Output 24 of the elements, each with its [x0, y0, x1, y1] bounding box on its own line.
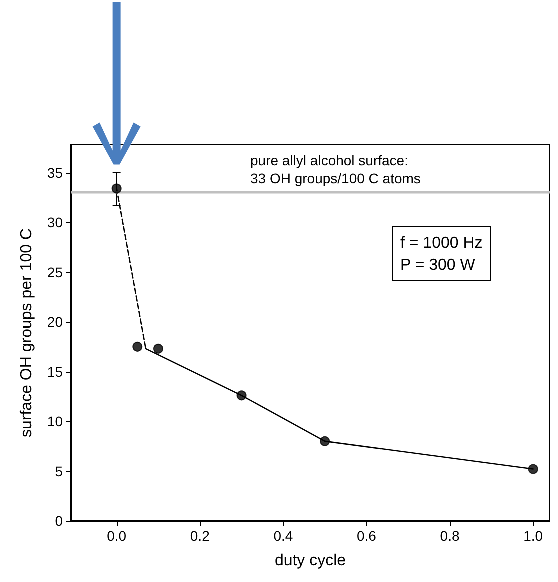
point — [236, 390, 247, 401]
x-tick-label: 0.0 — [107, 528, 127, 544]
x-tick-label: 0.8 — [440, 528, 460, 544]
y-tick-label: 5 — [55, 463, 64, 480]
x-tick-label: 0.4 — [274, 528, 294, 544]
annotation: f = 1000 Hz P = 300 W — [400, 235, 483, 274]
y-tick-label: 20 — [47, 314, 64, 330]
x-tick-label: 1.0 — [524, 528, 544, 544]
y-tick-label: 15 — [47, 364, 64, 380]
y-axis-title: surface OH groups per 100 C — [18, 228, 36, 438]
point — [153, 344, 164, 354]
point — [528, 464, 538, 474]
ref-line-label: pure allyl alcohol surface: 33 OH groups/100 C atoms — [250, 152, 421, 187]
x-axis-title: duty cycle — [274, 552, 346, 570]
y-tick-label: 0 — [55, 513, 64, 529]
y-tick-label: 35 — [47, 164, 64, 181]
x-tick-label: 0.2 — [190, 528, 210, 544]
y-tick-label: 10 — [47, 414, 64, 430]
y-tick-label: 30 — [47, 214, 64, 231]
point — [112, 184, 122, 194]
x-tick-label: 0.6 — [356, 528, 377, 544]
y-tick-label: 25 — [47, 264, 64, 280]
point — [132, 342, 143, 352]
point — [320, 436, 330, 446]
